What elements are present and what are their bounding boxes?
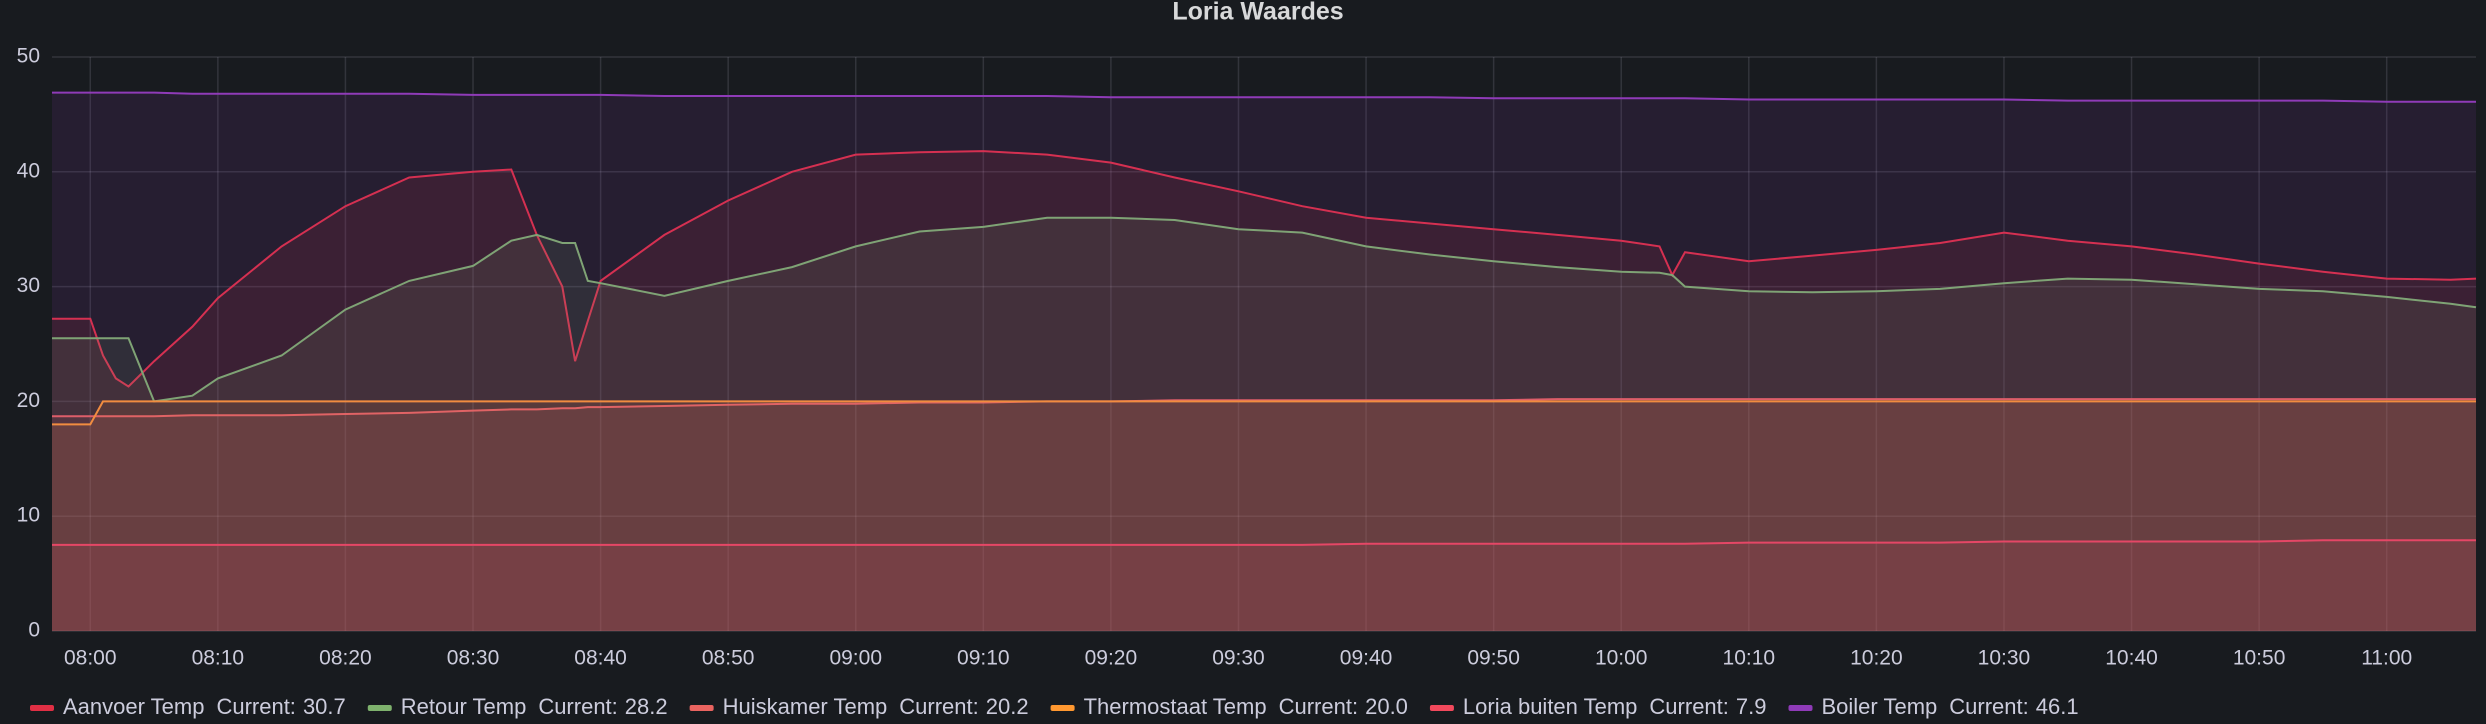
y-tick-label: 50 bbox=[17, 45, 40, 68]
chart-title: Loria Waardes bbox=[1172, 0, 1343, 26]
legend-swatch bbox=[1788, 705, 1813, 711]
legend-current: 30.7 bbox=[303, 694, 346, 719]
legend-stat-label: Current: bbox=[216, 694, 295, 719]
x-tick-label: 10:10 bbox=[1723, 647, 1776, 670]
legend-label: Loria buiten Temp bbox=[1463, 694, 1638, 719]
x-tick-label: 08:20 bbox=[319, 647, 372, 670]
y-tick-label: 0 bbox=[28, 619, 40, 642]
legend-label: Aanvoer Temp bbox=[63, 694, 204, 719]
legend-stat-label: Current: bbox=[1649, 694, 1728, 719]
x-tick-label: 10:30 bbox=[1978, 647, 2031, 670]
area bbox=[52, 540, 2476, 631]
legend-current: 46.1 bbox=[2036, 694, 2079, 719]
x-tick-label: 08:10 bbox=[192, 647, 245, 670]
x-tick-label: 08:30 bbox=[447, 647, 500, 670]
legend-label: Boiler Temp bbox=[1822, 694, 1938, 719]
area bbox=[52, 151, 2476, 631]
y-tick-label: 20 bbox=[17, 389, 40, 412]
legend-label: Huiskamer Temp bbox=[723, 694, 888, 719]
legend-swatch bbox=[30, 705, 54, 711]
area bbox=[52, 399, 2476, 631]
legend-stat-label: Current: bbox=[1949, 694, 2028, 719]
y-tick-label: 30 bbox=[17, 274, 40, 297]
legend-current: 28.2 bbox=[625, 694, 668, 719]
series-line bbox=[52, 216, 2477, 403]
y-tick-label: 40 bbox=[17, 159, 40, 182]
area bbox=[52, 217, 2476, 631]
x-tick-label: 09:40 bbox=[1340, 647, 1393, 670]
x-tick-label: 09:00 bbox=[829, 647, 882, 670]
legend-current: 20.2 bbox=[986, 694, 1029, 719]
x-tick-label: 08:50 bbox=[702, 647, 755, 670]
area bbox=[52, 401, 2476, 631]
x-tick-label: 09:30 bbox=[1212, 647, 1265, 670]
area bbox=[52, 92, 2476, 632]
series-line bbox=[52, 91, 2476, 103]
legend-stat-label: Current: bbox=[1279, 694, 1358, 719]
series-line bbox=[52, 539, 2476, 546]
x-tick-label: 08:40 bbox=[574, 647, 627, 670]
x-tick-label: 10:00 bbox=[1595, 647, 1648, 670]
legend-label: Retour Temp bbox=[401, 694, 527, 719]
x-tick-label: 09:50 bbox=[1467, 647, 1520, 670]
x-tick-label: 09:10 bbox=[957, 647, 1010, 670]
x-tick-label: 09:20 bbox=[1085, 647, 1138, 670]
legend-label: Thermostaat Temp bbox=[1084, 694, 1267, 719]
legend-swatch bbox=[689, 705, 714, 711]
series-line bbox=[52, 150, 2477, 388]
legend-current: 7.9 bbox=[1736, 694, 1767, 719]
grid bbox=[52, 56, 2476, 632]
y-tick-label: 10 bbox=[17, 504, 40, 527]
x-tick-label: 11:00 bbox=[2361, 647, 2412, 670]
series-line bbox=[52, 400, 2476, 426]
x-tick-label: 10:40 bbox=[2105, 647, 2158, 670]
x-tick-label: 10:50 bbox=[2233, 647, 2286, 670]
x-tick-label: 08:00 bbox=[64, 647, 117, 670]
legend-swatch bbox=[1050, 705, 1075, 711]
legend-current: 20.0 bbox=[1365, 694, 1408, 719]
legend-stat-label: Current: bbox=[899, 694, 978, 719]
legend-swatch bbox=[1429, 705, 1454, 711]
x-tick-label: 10:20 bbox=[1850, 647, 1903, 670]
legend-stat-label: Current: bbox=[538, 694, 617, 719]
legend-swatch bbox=[367, 705, 392, 711]
